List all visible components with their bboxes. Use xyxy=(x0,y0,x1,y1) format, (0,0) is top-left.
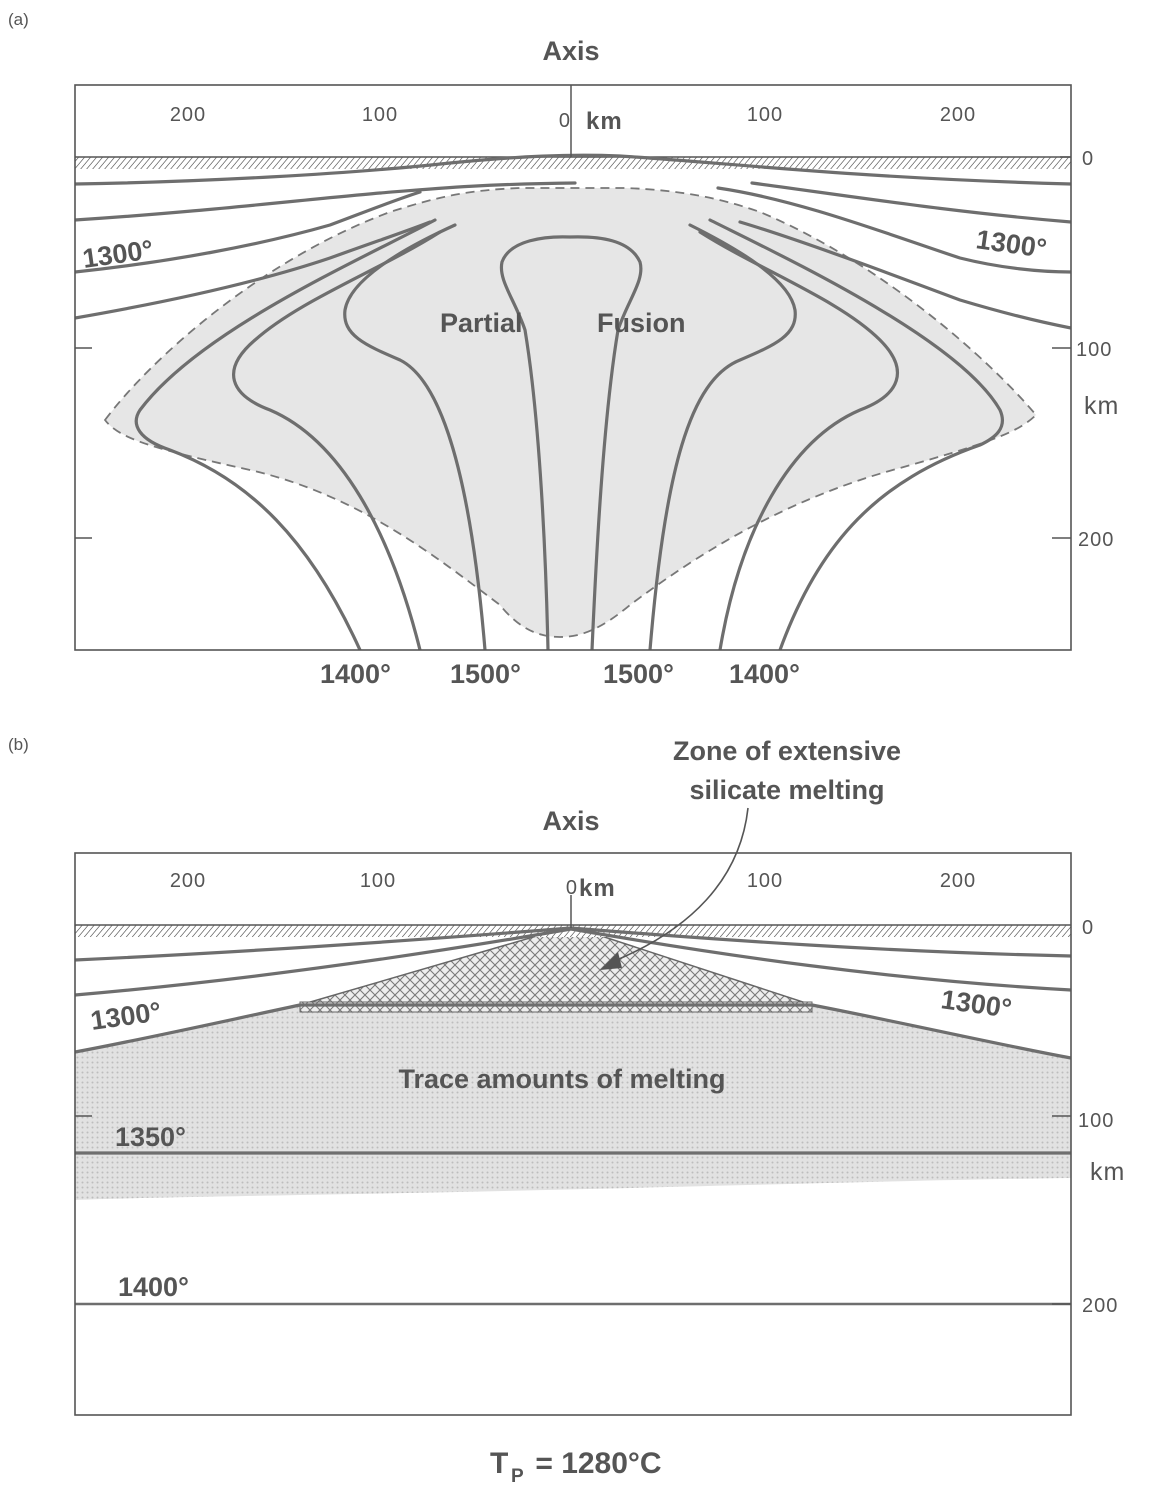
isotherm-contour xyxy=(75,927,1071,997)
isotherm-label-1400-left: 1400° xyxy=(320,659,391,689)
isotherm-label-1500-right: 1500° xyxy=(603,659,674,689)
isotherm-label-1300-right: 1300° xyxy=(974,224,1048,264)
isotherm-contour xyxy=(75,153,1071,186)
melting-boundary xyxy=(103,187,1038,638)
trace-melting-label: Trace amounts of melting xyxy=(398,1064,725,1094)
annotation-line-1: Zone of extensive xyxy=(673,736,901,766)
isotherm-label-1350: 1350° xyxy=(115,1122,186,1152)
tick-label: 200 xyxy=(170,870,206,892)
isotherm-1400-right xyxy=(698,230,899,650)
trace-melting-region xyxy=(75,1005,1071,1200)
panel-b-depth-ticks xyxy=(75,1115,1071,1305)
depth-label: 100 xyxy=(1076,339,1112,361)
top-unit: km xyxy=(586,108,623,135)
tick-label: 0 xyxy=(559,110,571,132)
extensive-melting-zone xyxy=(299,925,813,1006)
panel-b-axis-title: Axis xyxy=(542,806,599,836)
caption-symbol: T xyxy=(490,1447,508,1480)
caption-subscript: P xyxy=(511,1466,524,1487)
depth-unit: km xyxy=(1084,392,1119,420)
panel-a-depth-ticks xyxy=(75,156,1071,539)
top-unit: km xyxy=(579,875,616,902)
tick-label: 200 xyxy=(940,104,976,126)
isotherm-1300-right xyxy=(716,186,1071,274)
isotherm-1300-left xyxy=(75,1003,814,1054)
isotherm-contour xyxy=(75,181,577,222)
partial-fusion-region xyxy=(105,188,1036,637)
tick-label: 0 xyxy=(566,877,578,899)
tick-label: 100 xyxy=(747,104,783,126)
region-label-partial: Partial xyxy=(440,308,523,338)
panel-a-frame xyxy=(74,84,1072,651)
isotherm-1300-right xyxy=(810,1003,1071,1060)
panel-b-label: (b) xyxy=(8,735,29,754)
panel-b-frame xyxy=(74,852,1072,1416)
isotherm-label-1300-left: 1300° xyxy=(81,234,155,274)
caption: T P = 1280°C xyxy=(490,1447,662,1487)
isotherm-label-1400: 1400° xyxy=(118,1272,189,1302)
depth-unit: km xyxy=(1090,1158,1125,1186)
region-label-fusion: Fusion xyxy=(597,308,686,338)
surface-hatch xyxy=(75,157,1071,169)
isotherm-1500-right-outer xyxy=(648,223,797,650)
isotherm-1400-right-outer xyxy=(708,218,1004,650)
annotation-arrow xyxy=(611,807,749,963)
tick-label: 100 xyxy=(362,104,398,126)
tick-label: 100 xyxy=(360,870,396,892)
panel-a-plot xyxy=(75,153,1071,650)
depth-label: 100 xyxy=(1078,1110,1114,1132)
tick-label: 200 xyxy=(940,870,976,892)
isotherm-1400-left-outer xyxy=(134,218,437,650)
isotherm-label-1400-right: 1400° xyxy=(729,659,800,689)
depth-label: 0 xyxy=(1082,917,1094,939)
isotherm-label-1300-right: 1300° xyxy=(939,984,1013,1024)
isotherm-1500-left-outer xyxy=(343,223,487,650)
annotation-arrowhead xyxy=(600,952,622,970)
isotherm-contour xyxy=(738,220,1071,330)
panel-b-plot xyxy=(75,924,1071,1306)
isotherm-1300-left xyxy=(75,190,422,274)
depth-label: 200 xyxy=(1078,529,1114,551)
tick-label: 100 xyxy=(747,870,783,892)
tick-label: 200 xyxy=(170,104,206,126)
isotherm-1400-left xyxy=(232,230,442,650)
isotherm-contour xyxy=(75,220,432,320)
panel-a-label: (a) xyxy=(8,10,29,29)
isotherm-label-1300-left: 1300° xyxy=(89,996,163,1036)
isotherm-1500-inner xyxy=(499,235,643,650)
isotherm-label-1500-left: 1500° xyxy=(450,659,521,689)
depth-label: 0 xyxy=(1082,148,1094,170)
depth-label: 200 xyxy=(1082,1295,1118,1317)
panel-a-axis-title: Axis xyxy=(542,36,599,66)
caption-value: = 1280°C xyxy=(527,1447,662,1480)
isotherm-contour xyxy=(750,181,1071,224)
surface-hatch xyxy=(75,925,1071,937)
annotation-line-2: silicate melting xyxy=(689,775,884,805)
